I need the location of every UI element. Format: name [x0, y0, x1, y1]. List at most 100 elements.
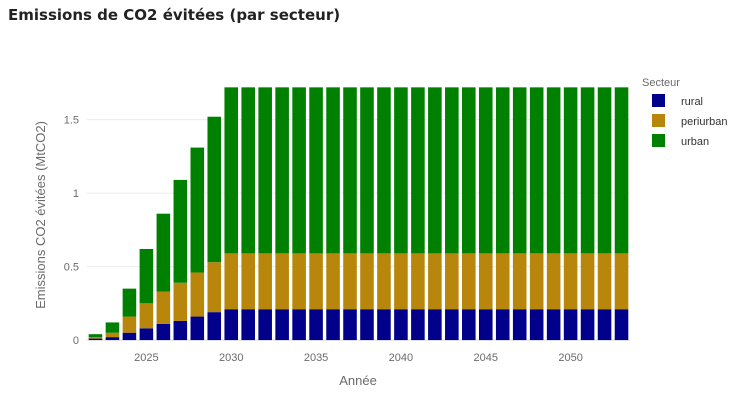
bar-periurban — [88, 337, 103, 339]
bar-urban — [190, 147, 205, 273]
bar-rural — [190, 316, 205, 341]
x-tick-label: 2050 — [558, 352, 582, 364]
bar-rural — [156, 323, 171, 341]
bar-periurban — [241, 253, 255, 310]
bar-rural — [546, 309, 561, 341]
x-axis-title: Année — [339, 373, 377, 388]
bar-urban — [88, 334, 103, 338]
bar-urban — [105, 322, 120, 333]
bar-periurban — [309, 253, 323, 310]
bar-urban — [241, 87, 255, 254]
bar-rural — [241, 309, 255, 341]
bar-urban — [343, 87, 357, 254]
legend: Secteur rural periurban urban — [642, 77, 727, 148]
bar-periurban — [326, 253, 340, 310]
y-tick-label: 1.5 — [64, 115, 79, 127]
bar-rural — [377, 309, 391, 341]
bar-periurban — [190, 272, 205, 317]
bar-rural — [394, 309, 408, 341]
bar-rural — [462, 309, 476, 341]
bar-rural — [563, 309, 578, 341]
bar-urban — [207, 116, 222, 263]
bar-periurban — [105, 332, 120, 338]
bar-periurban — [275, 253, 289, 310]
bar-urban — [580, 87, 595, 254]
bar-urban — [495, 87, 510, 254]
bar-rural — [88, 338, 103, 341]
bar-urban — [326, 87, 340, 254]
bar-periurban — [597, 253, 612, 310]
bar-periurban — [546, 253, 561, 310]
bar-periurban — [563, 253, 578, 310]
bar-urban — [309, 87, 323, 254]
bar-rural — [292, 309, 306, 341]
bar-rural — [105, 337, 120, 341]
legend-label-urban: urban — [681, 136, 709, 148]
bar-rural — [529, 309, 544, 341]
bar-rural — [207, 312, 222, 341]
bar-rural — [360, 309, 374, 341]
bar-urban — [529, 87, 544, 254]
bar-urban — [428, 87, 442, 254]
x-tick-label: 2030 — [219, 352, 243, 364]
bar-urban — [546, 87, 561, 254]
bar-urban — [512, 87, 527, 254]
bar-periurban — [411, 253, 425, 310]
bar-periurban — [207, 262, 222, 313]
bar-rural — [224, 309, 239, 341]
bar-urban — [445, 87, 459, 254]
bar-urban — [122, 288, 137, 317]
bar-periurban — [343, 253, 357, 310]
bar-rural — [614, 309, 629, 341]
bar-rural — [478, 309, 493, 341]
bar-rural — [326, 309, 340, 341]
bar-periurban — [377, 253, 391, 310]
bar-rural — [309, 309, 323, 341]
bar-urban — [156, 213, 171, 292]
bar-urban — [292, 87, 306, 254]
chart-title: Emissions de CO2 évitées (par secteur) — [8, 6, 341, 24]
legend-swatch-urban — [652, 134, 665, 147]
bar-urban — [411, 87, 425, 254]
bar-rural — [411, 309, 425, 341]
y-tick-label: 1 — [73, 188, 79, 200]
y-tick-label: 0.5 — [64, 262, 79, 274]
x-tick-label: 2035 — [304, 352, 328, 364]
bar-periurban — [156, 291, 171, 324]
bar-urban — [462, 87, 476, 254]
bar-urban — [563, 87, 578, 254]
bar-rural — [139, 328, 154, 341]
bar-urban — [614, 87, 629, 254]
bar-urban — [258, 87, 272, 254]
bar-rural — [597, 309, 612, 341]
bar-periurban — [258, 253, 272, 310]
bar-urban — [478, 87, 493, 254]
y-axis-ticks: 0 0.5 1 1.5 — [64, 115, 79, 347]
bar-urban — [394, 87, 408, 254]
legend-title: Secteur — [642, 77, 680, 89]
bar-periurban — [614, 253, 629, 310]
bar-urban — [139, 248, 154, 304]
bar-urban — [597, 87, 612, 254]
legend-label-rural: rural — [681, 96, 703, 108]
bar-urban — [224, 87, 239, 254]
bar-periurban — [292, 253, 306, 310]
bar-periurban — [139, 303, 154, 329]
bar-rural — [428, 309, 442, 341]
x-axis-ticks: 2025 2030 2035 2040 2045 2050 — [134, 352, 583, 364]
bar-periurban — [478, 253, 493, 310]
bar-urban — [275, 87, 289, 254]
bar-periurban — [122, 316, 137, 333]
bar-periurban — [529, 253, 544, 310]
bar-rural — [580, 309, 595, 341]
bar-periurban — [512, 253, 527, 310]
bar-periurban — [495, 253, 510, 310]
bar-urban — [377, 87, 391, 254]
bar-periurban — [173, 282, 188, 321]
bar-rural — [275, 309, 289, 341]
bar-periurban — [580, 253, 595, 310]
bar-rural — [122, 332, 137, 341]
bar-periurban — [428, 253, 442, 310]
bar-rural — [258, 309, 272, 341]
